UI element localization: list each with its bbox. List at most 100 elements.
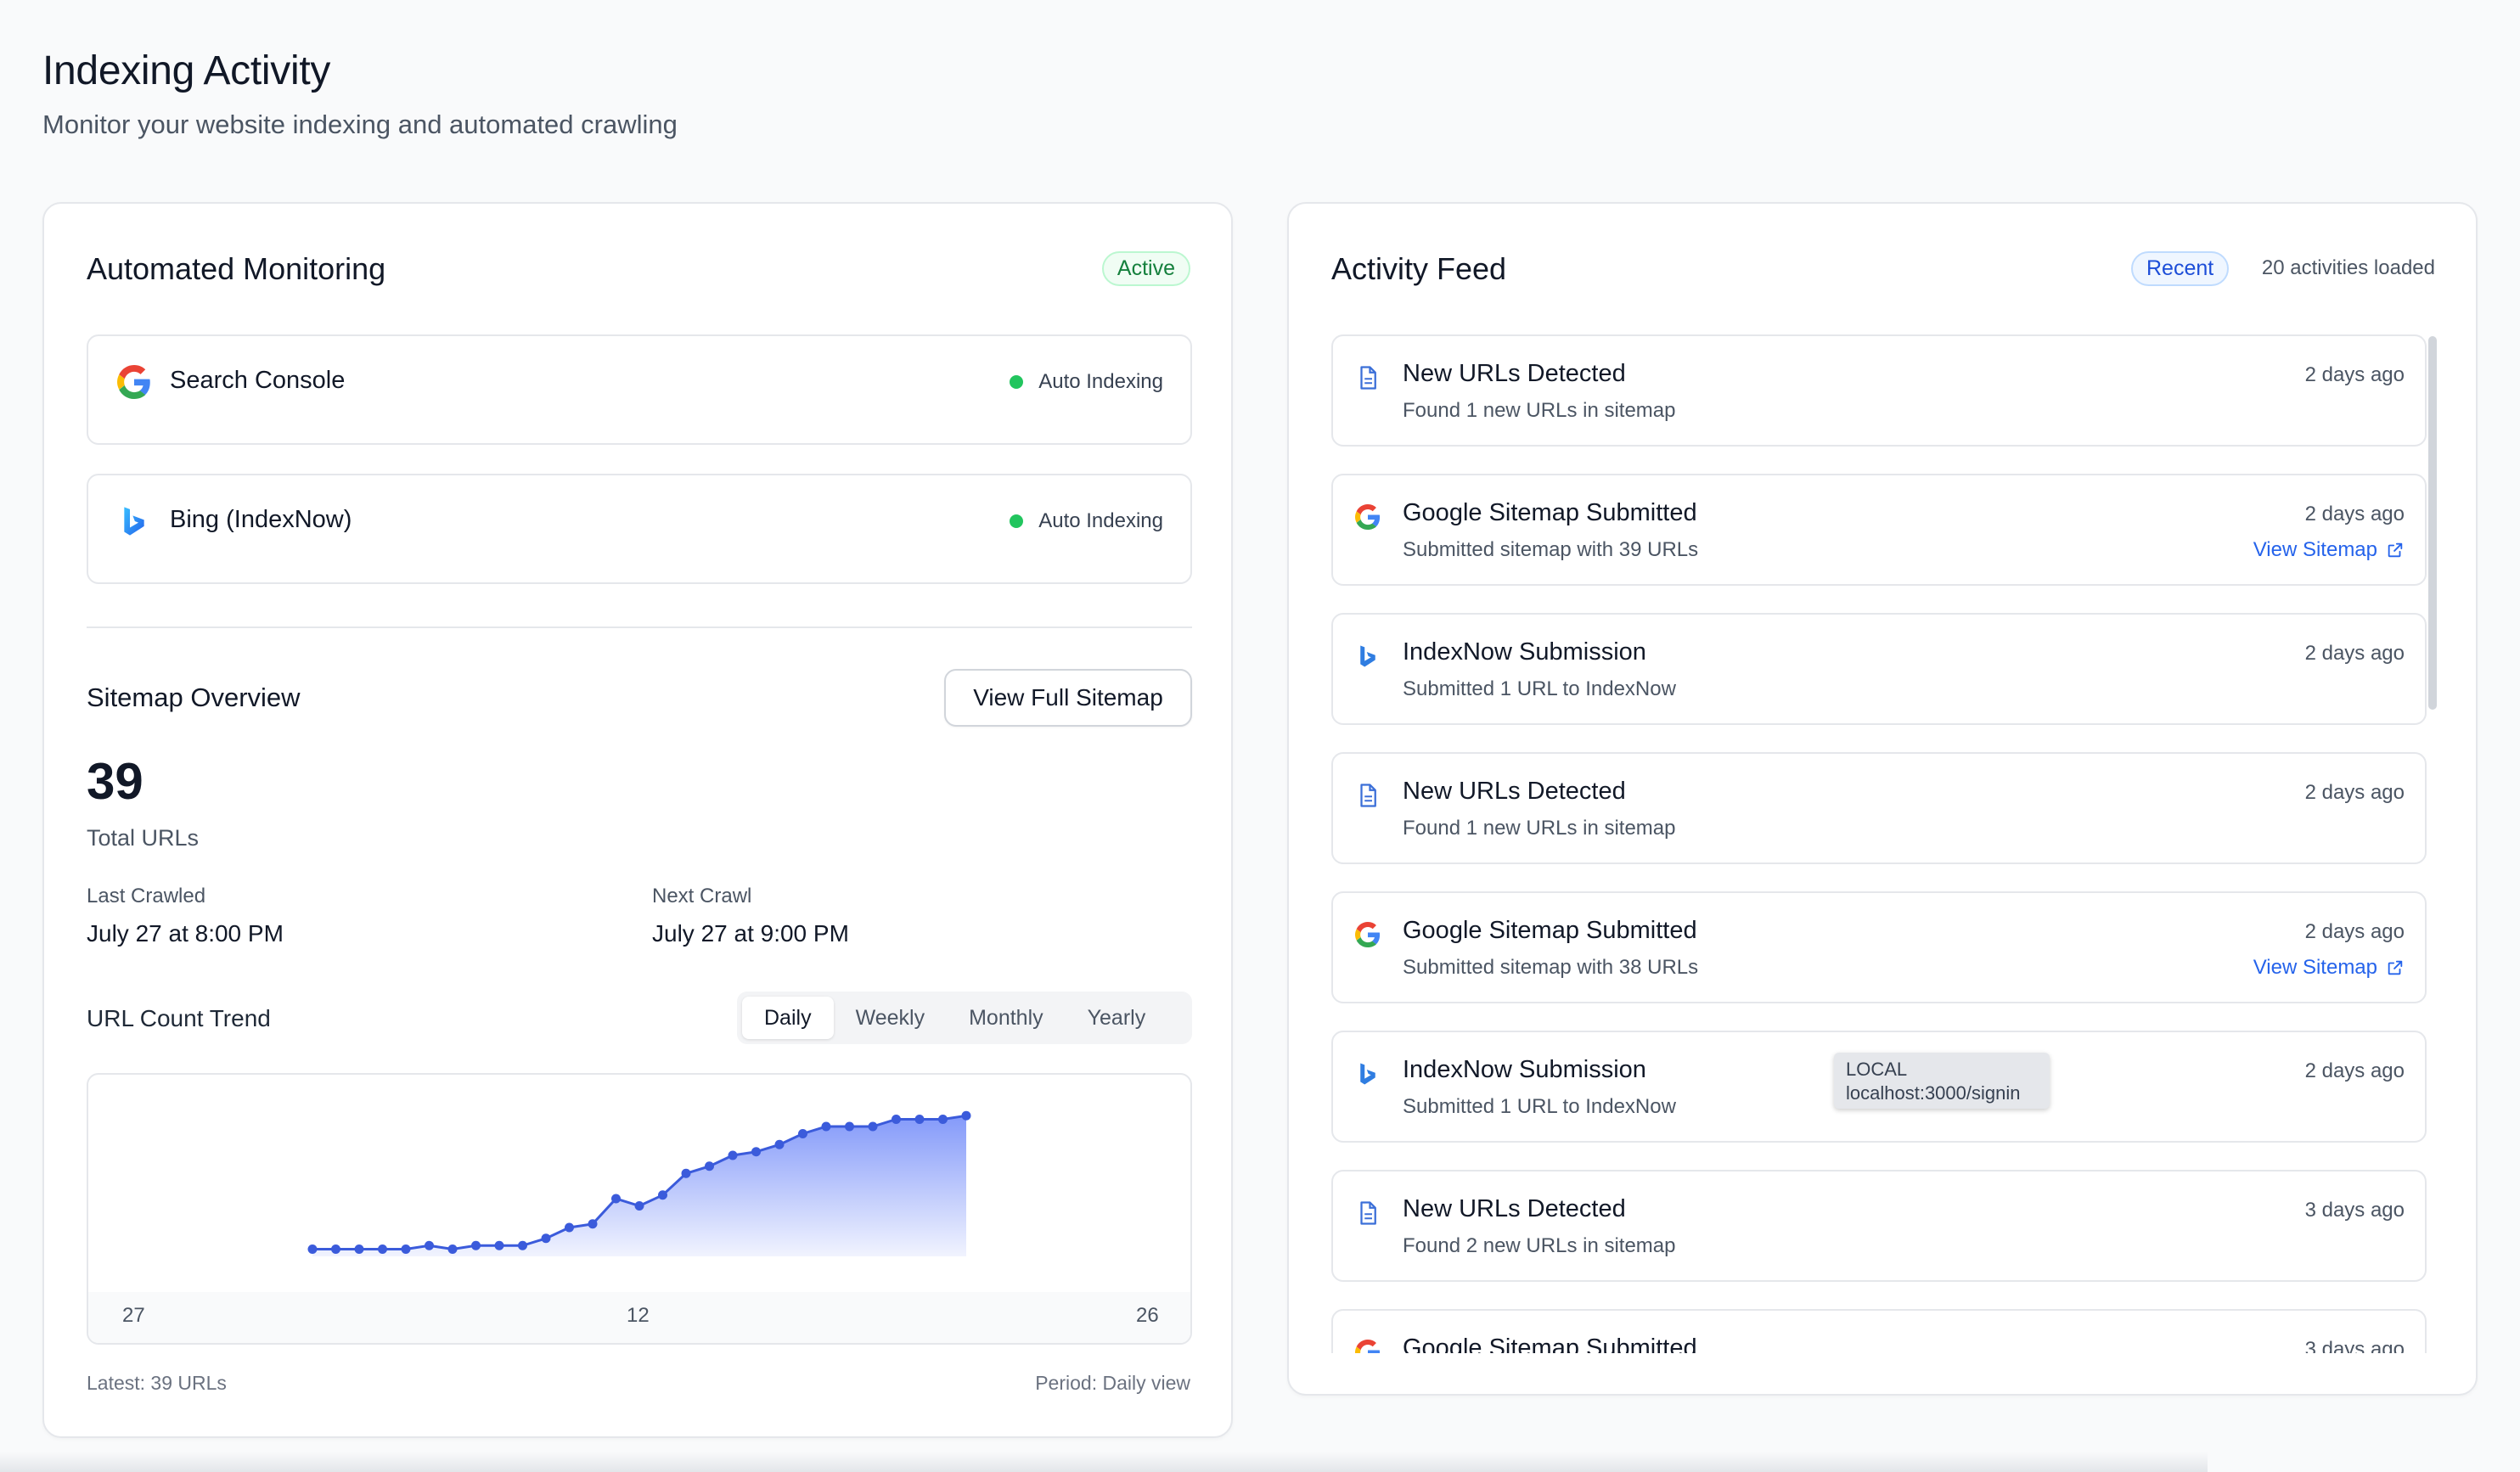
activity-description: Found 2 new URLs in sitemap: [1403, 1234, 1676, 1257]
external-link-icon: [2388, 960, 2403, 975]
scrollbar-thumb[interactable]: [2428, 336, 2437, 710]
provider-search-console[interactable]: Search Console Auto Indexing: [87, 334, 1192, 445]
google-icon: [117, 365, 150, 399]
x-tick: 26: [1136, 1304, 1159, 1327]
activity-time: 2 days ago: [2304, 781, 2405, 804]
activity-item[interactable]: Google Sitemap Submitted Submitted sitema…: [1331, 474, 2427, 586]
activity-title: Google Sitemap Submitted: [1403, 1334, 1697, 1353]
view-sitemap-link[interactable]: View Sitemap: [2253, 538, 2405, 562]
provider-name: Bing (IndexNow): [170, 506, 352, 533]
activity-time: 2 days ago: [2304, 642, 2405, 665]
period-weekly-button[interactable]: Weekly: [834, 997, 948, 1039]
trend-point[interactable]: [425, 1240, 434, 1250]
trend-point[interactable]: [705, 1161, 714, 1171]
trend-point[interactable]: [868, 1121, 878, 1132]
activity-title: Google Sitemap Submitted: [1403, 499, 1697, 526]
activity-item[interactable]: IndexNow Submission Submitted 1 URL to In…: [1331, 613, 2427, 725]
bing-icon: [1355, 643, 1381, 669]
activity-time: 2 days ago: [2304, 503, 2405, 525]
active-badge: Active: [1101, 251, 1190, 286]
trend-point[interactable]: [494, 1240, 504, 1250]
activity-description: Submitted sitemap with 38 URLs: [1403, 956, 1699, 979]
trend-point[interactable]: [378, 1244, 387, 1254]
trend-point[interactable]: [471, 1240, 481, 1250]
trend-point[interactable]: [565, 1222, 574, 1233]
trend-point[interactable]: [681, 1168, 691, 1178]
provider-bing[interactable]: Bing (IndexNow) Auto Indexing: [87, 474, 1192, 584]
activity-description: Found 1 new URLs in sitemap: [1403, 817, 1676, 840]
trend-point[interactable]: [401, 1244, 411, 1254]
trend-point[interactable]: [447, 1244, 458, 1254]
total-urls-label: Total URLs: [87, 825, 200, 851]
activity-description: Submitted 1 URL to IndexNow: [1403, 1095, 1676, 1118]
bing-icon: [124, 507, 144, 536]
trend-title: URL Count Trend: [87, 1005, 271, 1031]
activity-list[interactable]: New URLs Detected Found 1 new URLs in sit…: [1331, 334, 2427, 1353]
url-trend-chart: 27 12 26: [87, 1073, 1192, 1345]
trend-point[interactable]: [938, 1115, 948, 1124]
last-crawled-value: July 27 at 8:00 PM: [87, 920, 284, 947]
trend-point[interactable]: [541, 1233, 551, 1244]
period-daily-button[interactable]: Daily: [742, 997, 834, 1039]
next-crawl-label: Next Crawl: [652, 885, 752, 907]
trend-point[interactable]: [331, 1244, 340, 1254]
trend-point[interactable]: [588, 1219, 598, 1229]
activity-item[interactable]: New URLs Detected Found 2 new URLs in sit…: [1331, 1170, 2427, 1282]
activity-title: IndexNow Submission: [1403, 1056, 1646, 1083]
activity-item[interactable]: New URLs Detected Found 1 new URLs in sit…: [1331, 752, 2427, 864]
trend-point[interactable]: [518, 1240, 527, 1250]
tooltip-line: LOCAL: [1846, 1059, 1908, 1080]
trend-point[interactable]: [728, 1150, 738, 1160]
activity-title: New URLs Detected: [1403, 778, 1626, 805]
period-selector: Daily Weekly Monthly Yearly: [737, 992, 1192, 1044]
activity-item[interactable]: New URLs Detected Found 1 new URLs in sit…: [1331, 334, 2427, 447]
file-icon: [1355, 1200, 1381, 1226]
view-full-sitemap-button[interactable]: View Full Sitemap: [944, 669, 1192, 727]
page-title: Indexing Activity: [42, 48, 331, 93]
latest-urls-text: Latest: 39 URLs: [87, 1372, 227, 1394]
trend-point[interactable]: [892, 1115, 901, 1124]
trend-area: [312, 1115, 966, 1256]
section-divider: [87, 626, 1192, 628]
x-axis: [88, 1292, 1190, 1343]
period-monthly-button[interactable]: Monthly: [947, 997, 1066, 1039]
trend-point[interactable]: [354, 1244, 364, 1254]
trend-point[interactable]: [611, 1194, 621, 1204]
sitemap-title: Sitemap Overview: [87, 683, 301, 712]
page-subtitle: Monitor your website indexing and automa…: [42, 110, 678, 139]
trend-points: [307, 1110, 971, 1254]
google-icon: [1355, 922, 1381, 947]
trend-point[interactable]: [751, 1147, 761, 1157]
status-label: Auto Indexing: [1038, 509, 1163, 532]
trend-point[interactable]: [821, 1121, 831, 1132]
trend-point[interactable]: [798, 1129, 807, 1138]
trend-plot: [307, 1110, 971, 1256]
trend-point[interactable]: [307, 1244, 318, 1254]
status-dot-icon: [1010, 375, 1024, 389]
tooltip-line: localhost:3000/signin: [1846, 1082, 2021, 1104]
file-icon: [1355, 783, 1381, 808]
trend-point[interactable]: [914, 1115, 925, 1124]
activity-item[interactable]: Google Sitemap Submitted 3 days ago: [1331, 1309, 2427, 1353]
last-crawled-label: Last Crawled: [87, 885, 206, 907]
activities-count: 20 activities loaded: [2261, 256, 2435, 279]
trend-point[interactable]: [774, 1139, 785, 1149]
google-icon: [1355, 1340, 1381, 1353]
total-urls-value: 39: [87, 753, 143, 810]
activity-title: New URLs Detected: [1403, 1195, 1626, 1222]
link-label: View Sitemap: [2253, 956, 2377, 979]
activity-time: 3 days ago: [2304, 1199, 2405, 1222]
activity-feed-card: Activity Feed Recent 20 activities loade…: [1287, 202, 2478, 1396]
trend-point[interactable]: [845, 1121, 854, 1132]
x-tick: 27: [122, 1304, 145, 1327]
activity-item[interactable]: Google Sitemap Submitted Submitted sitema…: [1331, 891, 2427, 1003]
trend-point[interactable]: [634, 1201, 644, 1211]
next-crawl-value: July 27 at 9:00 PM: [652, 920, 849, 947]
external-link-icon: [2388, 542, 2403, 558]
status-label: Auto Indexing: [1038, 370, 1163, 393]
monitoring-card: Automated Monitoring Active Search Conso…: [42, 202, 1233, 1438]
trend-point[interactable]: [961, 1110, 971, 1121]
period-yearly-button[interactable]: Yearly: [1066, 997, 1168, 1039]
view-sitemap-link[interactable]: View Sitemap: [2253, 956, 2405, 980]
trend-point[interactable]: [658, 1190, 667, 1200]
